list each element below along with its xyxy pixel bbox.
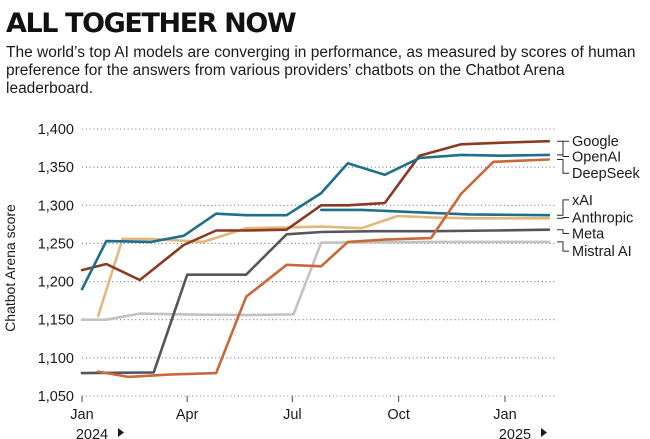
series-lines	[80, 139, 551, 379]
x-tick-label: Jul	[283, 407, 302, 423]
axis-ticks: 1,050 1,100 1,150 1,200 1,250 1,300 1,350 1,400…	[38, 122, 547, 439]
y-axis-label: Chatbot Arena score	[2, 204, 18, 332]
legend-label-meta: Meta	[572, 227, 605, 243]
year-arrow-icon	[118, 428, 124, 437]
x-year-label: 2025	[499, 427, 531, 439]
legend-connector	[557, 241, 569, 252]
legend-connector	[557, 229, 569, 234]
legend-label-openai: OpenAI	[572, 149, 621, 165]
legend-connector	[557, 217, 569, 219]
legend-label-anthropic: Anthropic	[572, 210, 633, 226]
year-arrow-icon	[540, 428, 547, 437]
series-line-deepseek	[96, 158, 551, 379]
y-tick-label: 1,150	[38, 313, 74, 329]
legend-connector	[557, 159, 569, 174]
y-tick-label: 1,100	[38, 351, 74, 367]
y-tick-label: 1,400	[38, 122, 74, 138]
y-tick-label: 1,200	[38, 275, 74, 291]
x-tick-label: Jan	[493, 407, 516, 423]
x-tick-label: Jan	[70, 407, 93, 423]
grid-lines	[82, 128, 557, 397]
legend-label-deepseek: DeepSeek	[572, 166, 640, 182]
series-line-meta	[80, 228, 551, 375]
series-line-anthropic	[96, 214, 551, 318]
chart-title: ALL TOGETHER NOW	[6, 8, 297, 39]
legend-label-google: Google	[572, 134, 619, 150]
series-line-mistral-ai	[80, 240, 551, 321]
series-line-openai	[80, 139, 551, 282]
series-line-google	[80, 153, 551, 291]
y-tick-label: 1,250	[38, 236, 74, 252]
y-tick-label: 1,300	[38, 198, 74, 214]
x-tick-label: Oct	[387, 407, 410, 423]
x-tick-label: Apr	[176, 407, 199, 423]
chart-subtitle: The world’s top AI models are converging…	[6, 44, 636, 97]
legend-label-xai: xAI	[572, 193, 593, 209]
legend-connector	[557, 199, 569, 216]
y-tick-label: 1,350	[38, 160, 74, 176]
y-tick-label: 1,050	[38, 389, 74, 405]
legend-label-mistral-ai: Mistral AI	[572, 244, 632, 260]
x-year-label: 2024	[76, 427, 108, 439]
series-line-xai	[319, 208, 551, 217]
legend-connector	[557, 140, 569, 157]
